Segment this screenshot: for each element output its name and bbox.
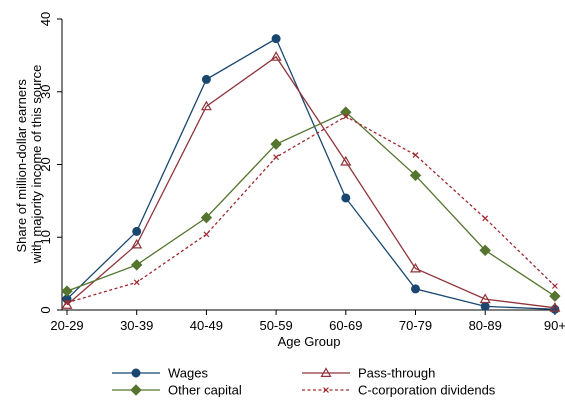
data-point-pass-through [479, 293, 491, 304]
y-axis-label-line-2: with majority income of this source [29, 65, 44, 265]
data-point-pass-through [131, 238, 143, 249]
legend-label: Other capital [168, 383, 242, 398]
data-point-c-corporation-dividends [342, 113, 349, 120]
legend-label: Wages [168, 366, 208, 381]
legend-item-pass-through: Pass-through [302, 366, 435, 381]
series-line-wages [66, 37, 555, 310]
x-tick-label: 70-79 [399, 318, 432, 333]
legend-swatch-marker [130, 384, 142, 396]
data-point-other-capital [479, 244, 491, 257]
data-point-c-corporation-dividends [482, 215, 489, 222]
legend-swatch-marker [131, 368, 141, 378]
data-point-pass-through [270, 51, 282, 61]
x-axis-label: Age Group [278, 334, 341, 349]
legend-swatch-marker [323, 387, 329, 393]
data-point-c-corporation-dividends [551, 283, 558, 289]
legend-item-other-capital: Other capital [112, 383, 242, 398]
y-tick-label: 10 [38, 230, 53, 244]
x-tick-label: 60-69 [329, 318, 362, 333]
data-point-pass-through [549, 302, 561, 312]
data-point-wages [132, 226, 142, 236]
series-other-capital [61, 106, 561, 302]
data-point-c-corporation-dividends [412, 152, 419, 158]
x-tick-label: 50-59 [259, 318, 292, 333]
data-point-other-capital [130, 259, 143, 271]
y-axis-label-line-1: Share of million-dollar earners [14, 79, 29, 253]
y-ticks: 0 10 20 30 40 [38, 12, 62, 314]
data-point-pass-through [409, 262, 422, 273]
legend-item-c-corporation-dividends: C-corporation dividends [302, 383, 496, 398]
legend-label: Pass-through [358, 366, 435, 381]
x-tick-label: 90+ [544, 318, 565, 333]
legend-label: C-corporation dividends [358, 383, 496, 398]
data-point-other-capital [61, 285, 73, 297]
series-c-corporation-dividends [64, 113, 558, 306]
series-pass-through [61, 51, 561, 312]
y-tick-label: 20 [38, 157, 53, 171]
y-tick-label: 0 [38, 306, 53, 313]
series-wages [62, 34, 560, 314]
data-point-c-corporation-dividends [133, 279, 140, 286]
series-line-other-capital [66, 111, 556, 297]
data-point-wages [341, 193, 351, 203]
data-point-other-capital [549, 290, 561, 302]
y-tick-label: 40 [38, 12, 53, 26]
legend-item-wages: Wages [112, 366, 208, 381]
data-point-wages [271, 34, 281, 44]
data-point-wages [411, 284, 420, 294]
data-point-other-capital [409, 169, 422, 182]
data-point-other-capital [270, 138, 282, 150]
y-tick-label: 30 [38, 85, 53, 99]
data-point-c-corporation-dividends [64, 299, 70, 306]
data-point-wages [201, 74, 211, 84]
data-point-wages [480, 301, 490, 311]
data-point-other-capital [200, 211, 213, 224]
series-line-c-corporation-dividends [66, 115, 556, 304]
series-line-pass-through [66, 55, 555, 309]
data-point-pass-through [200, 100, 212, 111]
data-point-c-corporation-dividends [273, 154, 280, 161]
x-tick-label: 20-29 [50, 318, 83, 333]
x-tick-label: 40-49 [190, 318, 223, 333]
x-tick-label: 30-39 [120, 318, 153, 333]
x-tick-label: 80-89 [469, 318, 502, 333]
x-ticks: 20-29 30-39 40-49 50-59 60-69 70-79 80-89 90+ [50, 310, 565, 333]
data-point-pass-through [340, 155, 352, 166]
legend-swatch-marker [320, 367, 332, 377]
data-point-c-corporation-dividends [203, 231, 210, 238]
legend: Wages Pass-through Other capital C-corporat… [112, 366, 496, 398]
y-axis-label: Share of million-dollar earners with maj… [14, 65, 44, 265]
series-group [61, 34, 561, 314]
